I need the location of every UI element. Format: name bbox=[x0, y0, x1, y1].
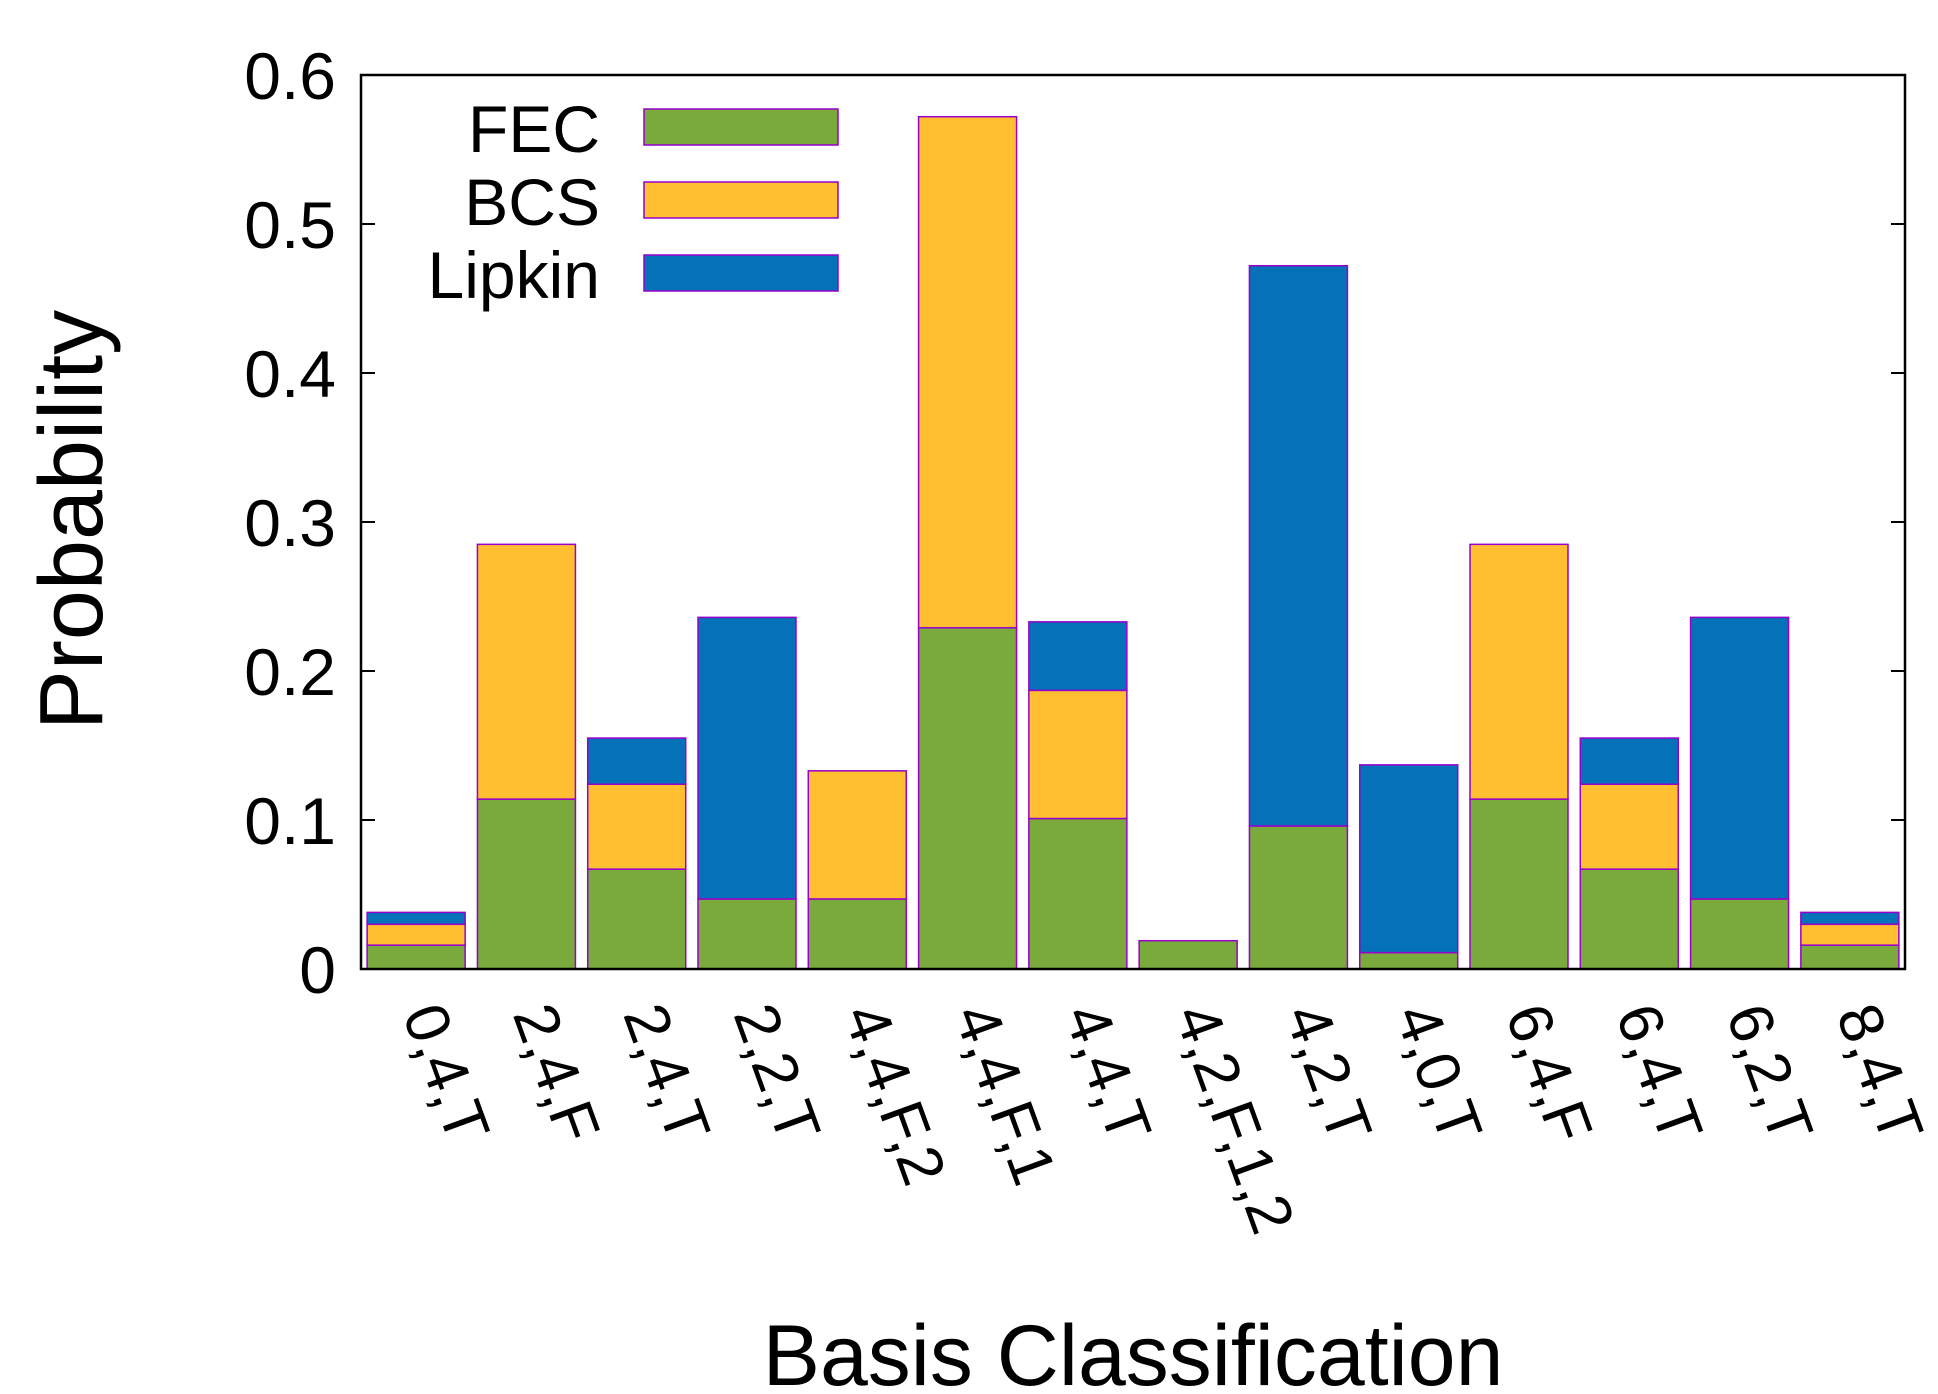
legend-label-fec: FEC bbox=[468, 92, 600, 166]
plot-area: 00.10.20.30.40.50.60,4,T2,4,F2,4,T2,2,T4… bbox=[244, 39, 1936, 1242]
bar-lipkin-13 bbox=[1800, 911, 1900, 926]
bar-fec-3 bbox=[697, 898, 797, 970]
x-tick-label: 4,4,T bbox=[1051, 995, 1164, 1151]
legend-swatch-fec bbox=[643, 108, 839, 146]
y-tick-label: 0.1 bbox=[244, 784, 336, 858]
x-tick-label: 6,2,T bbox=[1712, 995, 1825, 1151]
y-tick-label: 0.2 bbox=[244, 635, 336, 709]
bar-bcs-2 bbox=[586, 783, 687, 870]
legend-label-lipkin: Lipkin bbox=[428, 238, 600, 312]
bar-bcs-0 bbox=[366, 923, 466, 946]
x-tick-label: 8,4,T bbox=[1823, 995, 1936, 1151]
x-tick-label: 2,4,T bbox=[610, 995, 723, 1151]
bar-lipkin-9 bbox=[1358, 764, 1459, 954]
x-tick-label: 4,2,T bbox=[1271, 995, 1384, 1151]
x-tick-label: 0,4,T bbox=[389, 995, 502, 1151]
y-tick-label: 0.4 bbox=[244, 337, 336, 411]
bar-lipkin-11 bbox=[1579, 737, 1680, 785]
bar-fec-6 bbox=[1028, 817, 1128, 970]
bar-fec-4 bbox=[807, 898, 908, 970]
x-tick-label: 6,4,T bbox=[1602, 995, 1715, 1151]
bar-fec-8 bbox=[1248, 825, 1349, 970]
bar-bcs-1 bbox=[476, 543, 577, 800]
legend-swatch-bcs bbox=[643, 181, 839, 219]
plot-frame bbox=[359, 73, 1907, 971]
bar-fec-12 bbox=[1689, 898, 1790, 970]
bar-bcs-5 bbox=[917, 115, 1018, 629]
x-tick-label: 2,4,F bbox=[499, 995, 612, 1151]
bar-fec-1 bbox=[476, 798, 577, 970]
bar-lipkin-0 bbox=[366, 911, 466, 926]
bar-lipkin-3 bbox=[697, 616, 797, 900]
bar-bcs-11 bbox=[1579, 783, 1680, 870]
bar-bcs-6 bbox=[1028, 689, 1128, 820]
bar-fec-13 bbox=[1800, 944, 1900, 970]
bar-fec-9 bbox=[1358, 951, 1459, 970]
legend-label-bcs: BCS bbox=[464, 165, 600, 239]
bar-bcs-13 bbox=[1800, 923, 1900, 946]
bar-fec-10 bbox=[1469, 798, 1569, 970]
bar-bcs-4 bbox=[807, 770, 908, 900]
y-tick-label: 0.6 bbox=[244, 39, 336, 113]
x-tick-label: 4,0,T bbox=[1382, 995, 1495, 1151]
y-tick-label: 0.3 bbox=[244, 486, 336, 560]
x-tick-label: 6,4,F bbox=[1492, 995, 1605, 1151]
bar-fec-7 bbox=[1138, 939, 1238, 970]
bar-lipkin-2 bbox=[586, 737, 687, 785]
bar-lipkin-12 bbox=[1689, 616, 1790, 900]
x-tick-label: 2,2,T bbox=[720, 995, 833, 1151]
bar-fec-2 bbox=[586, 868, 687, 970]
y-tick-label: 0 bbox=[299, 933, 336, 1007]
legend-swatch-lipkin bbox=[643, 254, 839, 292]
bar-lipkin-6 bbox=[1028, 621, 1128, 692]
bar-lipkin-8 bbox=[1248, 264, 1349, 827]
y-axis-label: Probability bbox=[22, 310, 122, 730]
y-tick-label: 0.5 bbox=[244, 188, 336, 262]
bar-fec-11 bbox=[1579, 868, 1680, 970]
x-tick-label: 4,4,F,1 bbox=[940, 995, 1068, 1193]
bar-bcs-10 bbox=[1469, 543, 1569, 800]
bar-fec-5 bbox=[917, 627, 1018, 970]
x-tick-label: 4,4,F,2 bbox=[830, 995, 958, 1193]
bar-fec-0 bbox=[366, 944, 466, 970]
x-axis-label: Basis Classification bbox=[763, 1308, 1504, 1394]
